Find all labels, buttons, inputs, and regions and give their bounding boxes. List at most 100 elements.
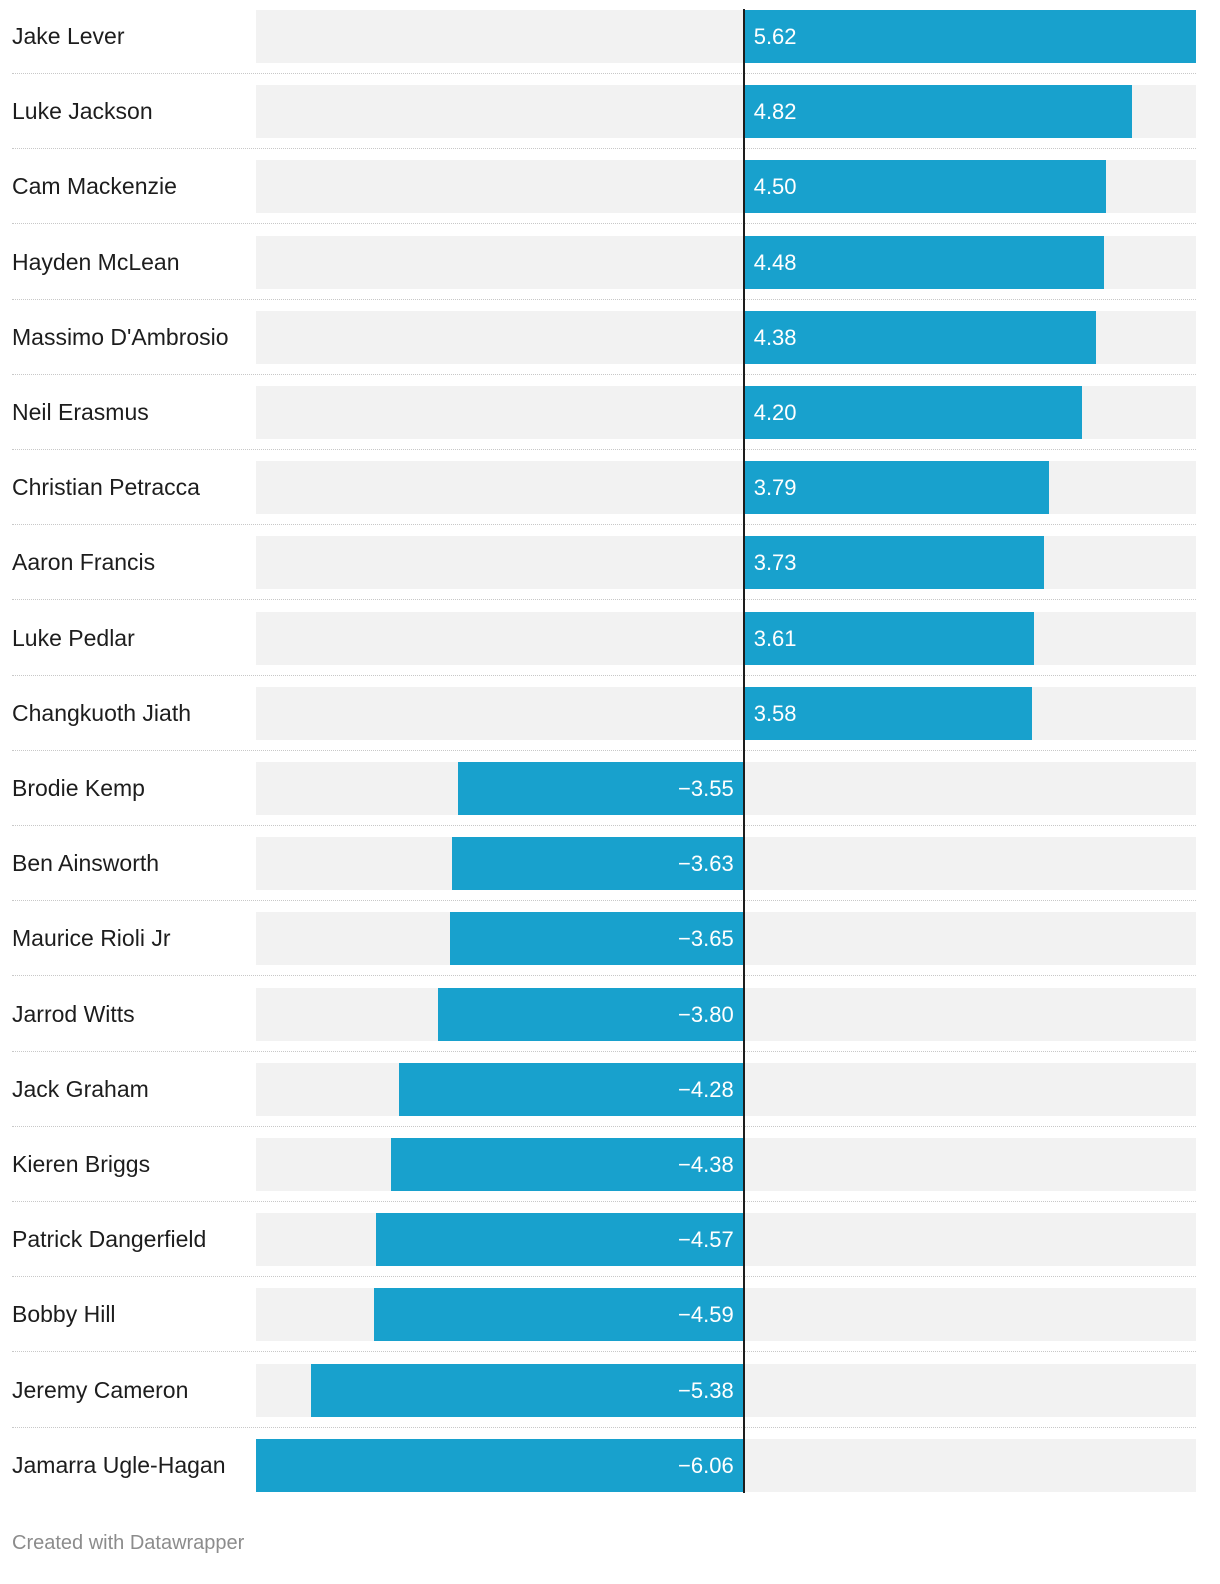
- bar: [743, 160, 1106, 213]
- data-label: 4.48: [753, 250, 797, 275]
- row-divider: [12, 825, 1196, 826]
- footer-credit[interactable]: Created with Datawrapper: [12, 1532, 245, 1554]
- category-label: Patrick Dangerfield: [12, 1226, 207, 1252]
- chart-row: Kieren Briggs −4.38: [0, 1138, 1220, 1213]
- bar: [743, 612, 1035, 665]
- bar: [743, 10, 1196, 63]
- row-divider: [12, 374, 1196, 375]
- data-label: −6.06: [678, 1453, 734, 1478]
- category-label: Maurice Rioli Jr: [12, 925, 171, 951]
- chart-row: Cam Mackenzie 4.50: [0, 160, 1220, 235]
- chart-row: Jake Lever 5.62: [0, 10, 1220, 85]
- chart-row: Hayden McLean 4.48: [0, 236, 1220, 311]
- bar: [743, 461, 1049, 514]
- chart-row: Neil Erasmus 4.20: [0, 386, 1220, 461]
- category-label: Bobby Hill: [12, 1301, 116, 1327]
- row-divider: [12, 1051, 1196, 1052]
- chart-row: Jack Graham −4.28: [0, 1063, 1220, 1138]
- category-label: Jake Lever: [12, 23, 125, 49]
- bar: [743, 311, 1097, 364]
- category-label: Jarrod Witts: [12, 1001, 135, 1027]
- category-label: Hayden McLean: [12, 249, 180, 275]
- data-label: −3.65: [678, 926, 734, 951]
- chart-row: Luke Pedlar 3.61: [0, 612, 1220, 687]
- row-divider: [12, 1351, 1196, 1352]
- data-label: −4.38: [678, 1152, 734, 1177]
- bar: [399, 1063, 744, 1116]
- zero-axis-line: [743, 9, 745, 1493]
- data-label: 4.82: [753, 99, 797, 124]
- data-label: 4.20: [753, 400, 797, 425]
- bar: [391, 1138, 744, 1191]
- category-label: Massimo D'Ambrosio: [12, 324, 229, 350]
- chart-row: Jamarra Ugle-Hagan −6.06: [0, 1439, 1220, 1514]
- data-label: 3.61: [753, 626, 797, 651]
- chart-row: Maurice Rioli Jr −3.65: [0, 912, 1220, 987]
- chart-row: Brodie Kemp −3.55: [0, 762, 1220, 837]
- data-label: −4.28: [678, 1077, 734, 1102]
- category-label: Luke Jackson: [12, 98, 153, 124]
- chart-row: Changkuoth Jiath 3.58: [0, 687, 1220, 762]
- bar-track: [256, 687, 1196, 740]
- chart-row: Christian Petracca 3.79: [0, 461, 1220, 536]
- row-divider: [12, 1201, 1196, 1202]
- row-divider: [12, 1126, 1196, 1127]
- bar-track: [256, 612, 1196, 665]
- chart-row: Ben Ainsworth −3.63: [0, 837, 1220, 912]
- bar: [743, 386, 1082, 439]
- row-divider: [12, 599, 1196, 600]
- bar: [743, 236, 1105, 289]
- data-label: 4.38: [753, 325, 797, 350]
- row-divider: [12, 675, 1196, 676]
- chart-row: Luke Jackson 4.82: [0, 85, 1220, 160]
- category-label: Brodie Kemp: [12, 775, 145, 801]
- bar: [743, 536, 1044, 589]
- category-label: Luke Pedlar: [12, 625, 135, 651]
- bar: [743, 85, 1132, 138]
- data-label: −3.80: [678, 1002, 734, 1027]
- category-label: Christian Petracca: [12, 474, 200, 500]
- row-divider: [12, 73, 1196, 74]
- chart-row: Jarrod Witts −3.80: [0, 988, 1220, 1063]
- chart-row: Bobby Hill −4.59: [0, 1288, 1220, 1363]
- chart-row: Aaron Francis 3.73: [0, 536, 1220, 611]
- data-label: 3.73: [753, 550, 797, 575]
- bar-track: [256, 536, 1196, 589]
- row-divider: [12, 524, 1196, 525]
- row-divider: [12, 148, 1196, 149]
- data-label: −4.59: [678, 1302, 734, 1327]
- category-label: Changkuoth Jiath: [12, 700, 192, 726]
- bar: [449, 912, 744, 965]
- category-label: Kieren Briggs: [12, 1151, 151, 1177]
- bar-chart: Jake Lever 5.62 Luke Jackson 4.82 Cam Macken…: [0, 9, 1220, 1493]
- row-divider: [12, 1427, 1196, 1428]
- row-divider: [12, 449, 1196, 450]
- bar: [256, 1439, 744, 1492]
- category-label: Neil Erasmus: [12, 399, 149, 425]
- row-divider: [12, 750, 1196, 751]
- bar: [437, 988, 744, 1041]
- row-divider: [12, 1276, 1196, 1277]
- data-label: −3.63: [678, 851, 734, 876]
- bar: [451, 837, 744, 890]
- row-divider: [12, 299, 1196, 300]
- bar: [458, 762, 744, 815]
- row-divider: [12, 223, 1196, 224]
- bar: [310, 1364, 744, 1417]
- bar: [374, 1288, 744, 1341]
- chart-row: Patrick Dangerfield −4.57: [0, 1213, 1220, 1288]
- category-label: Ben Ainsworth: [12, 850, 160, 876]
- category-label: Aaron Francis: [12, 549, 156, 575]
- bar: [375, 1213, 744, 1266]
- category-label: Jeremy Cameron: [12, 1377, 189, 1403]
- category-label: Cam Mackenzie: [12, 173, 177, 199]
- category-label: Jack Graham: [12, 1076, 149, 1102]
- data-label: 4.50: [753, 174, 797, 199]
- category-label: Jamarra Ugle-Hagan: [12, 1452, 226, 1478]
- bar: [743, 687, 1032, 740]
- data-label: −4.57: [678, 1227, 734, 1252]
- row-divider: [12, 900, 1196, 901]
- bar-track: [256, 461, 1196, 514]
- data-label: 3.58: [753, 701, 797, 726]
- data-label: 5.62: [753, 24, 797, 49]
